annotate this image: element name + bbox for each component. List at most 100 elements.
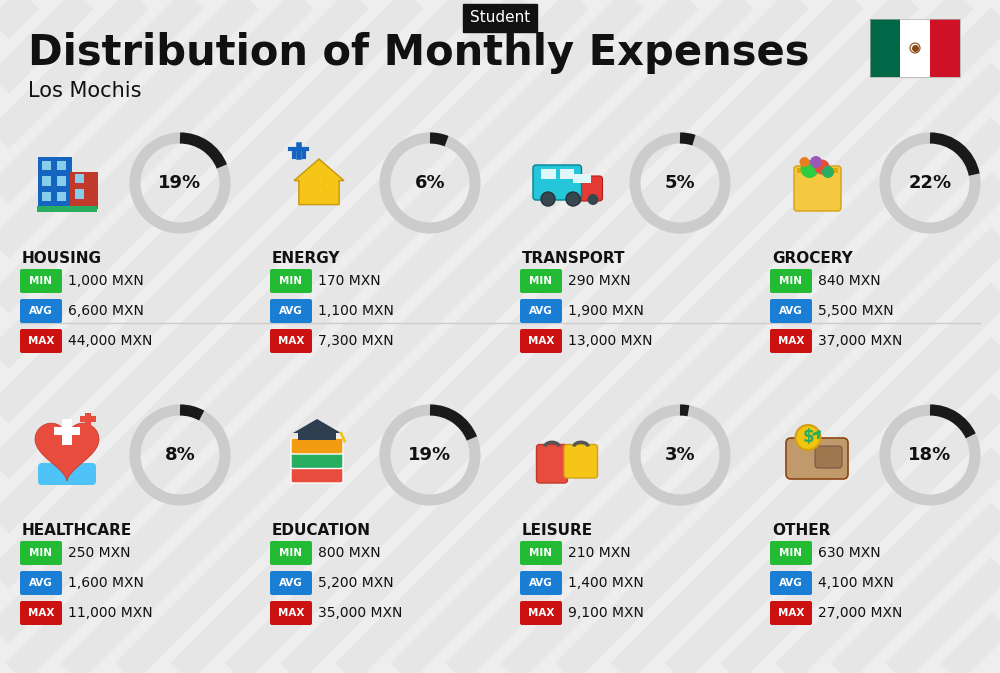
Text: OTHER: OTHER xyxy=(772,523,830,538)
FancyBboxPatch shape xyxy=(770,601,812,625)
FancyBboxPatch shape xyxy=(270,601,312,625)
FancyBboxPatch shape xyxy=(536,444,568,483)
FancyBboxPatch shape xyxy=(20,601,62,625)
FancyBboxPatch shape xyxy=(42,192,51,201)
FancyBboxPatch shape xyxy=(770,329,812,353)
FancyBboxPatch shape xyxy=(42,176,51,186)
Circle shape xyxy=(566,192,580,206)
Text: 8%: 8% xyxy=(165,446,195,464)
Circle shape xyxy=(796,425,820,450)
Text: MAX: MAX xyxy=(278,608,304,618)
Text: GROCERY: GROCERY xyxy=(772,251,853,266)
Text: 1,000 MXN: 1,000 MXN xyxy=(68,274,144,288)
FancyBboxPatch shape xyxy=(270,299,312,323)
Text: 9,100 MXN: 9,100 MXN xyxy=(568,606,644,620)
FancyBboxPatch shape xyxy=(20,329,62,353)
Circle shape xyxy=(570,194,582,205)
Text: MAX: MAX xyxy=(278,336,304,346)
Text: HEALTHCARE: HEALTHCARE xyxy=(22,523,132,538)
FancyBboxPatch shape xyxy=(85,413,91,427)
Text: AVG: AVG xyxy=(279,306,303,316)
Text: LEISURE: LEISURE xyxy=(522,523,593,538)
FancyBboxPatch shape xyxy=(573,174,590,182)
Text: 19%: 19% xyxy=(408,446,452,464)
FancyBboxPatch shape xyxy=(520,329,562,353)
Text: 5%: 5% xyxy=(665,174,695,192)
Text: 5,200 MXN: 5,200 MXN xyxy=(318,576,394,590)
FancyBboxPatch shape xyxy=(62,419,72,445)
Text: 210 MXN: 210 MXN xyxy=(568,546,631,560)
FancyBboxPatch shape xyxy=(900,19,930,77)
Text: 19%: 19% xyxy=(158,174,202,192)
Text: 11,000 MXN: 11,000 MXN xyxy=(68,606,153,620)
FancyBboxPatch shape xyxy=(797,168,838,173)
FancyBboxPatch shape xyxy=(20,299,62,323)
Circle shape xyxy=(800,160,818,178)
Text: MAX: MAX xyxy=(528,608,554,618)
Text: 170 MXN: 170 MXN xyxy=(318,274,381,288)
Text: 3%: 3% xyxy=(665,446,695,464)
Text: MAX: MAX xyxy=(778,608,804,618)
Polygon shape xyxy=(40,470,94,481)
FancyBboxPatch shape xyxy=(566,176,602,201)
Text: MAX: MAX xyxy=(778,336,804,346)
Text: Distribution of Monthly Expenses: Distribution of Monthly Expenses xyxy=(28,32,810,74)
Text: 18%: 18% xyxy=(908,446,952,464)
Text: U: U xyxy=(543,450,561,470)
Text: TRANSPORT: TRANSPORT xyxy=(522,251,626,266)
FancyBboxPatch shape xyxy=(20,541,62,565)
FancyBboxPatch shape xyxy=(770,571,812,595)
Text: Student: Student xyxy=(470,11,530,26)
FancyBboxPatch shape xyxy=(37,207,97,211)
Text: 1,400 MXN: 1,400 MXN xyxy=(568,576,644,590)
Text: 250 MXN: 250 MXN xyxy=(68,546,130,560)
FancyBboxPatch shape xyxy=(38,157,72,209)
Circle shape xyxy=(541,192,555,206)
FancyBboxPatch shape xyxy=(520,541,562,565)
Text: 4,100 MXN: 4,100 MXN xyxy=(818,576,894,590)
Circle shape xyxy=(822,166,834,178)
FancyBboxPatch shape xyxy=(75,174,84,183)
FancyBboxPatch shape xyxy=(75,189,84,199)
Text: MIN: MIN xyxy=(780,548,802,558)
FancyBboxPatch shape xyxy=(54,427,80,435)
Text: AVG: AVG xyxy=(529,306,553,316)
FancyBboxPatch shape xyxy=(794,166,841,211)
FancyBboxPatch shape xyxy=(42,161,51,170)
Text: AVG: AVG xyxy=(29,578,53,588)
Polygon shape xyxy=(294,159,344,205)
Text: MIN: MIN xyxy=(530,276,552,286)
Circle shape xyxy=(814,160,830,174)
Text: AVG: AVG xyxy=(529,578,553,588)
Text: 290 MXN: 290 MXN xyxy=(568,274,631,288)
Text: 1,100 MXN: 1,100 MXN xyxy=(318,304,394,318)
Circle shape xyxy=(800,157,810,167)
FancyBboxPatch shape xyxy=(870,19,900,77)
FancyBboxPatch shape xyxy=(291,438,343,454)
Text: 22%: 22% xyxy=(908,174,952,192)
FancyBboxPatch shape xyxy=(291,452,343,468)
Text: MAX: MAX xyxy=(28,336,54,346)
Text: 6%: 6% xyxy=(415,174,445,192)
FancyBboxPatch shape xyxy=(270,571,312,595)
FancyBboxPatch shape xyxy=(57,192,66,201)
Text: AVG: AVG xyxy=(29,306,53,316)
FancyBboxPatch shape xyxy=(80,416,96,422)
Text: AVG: AVG xyxy=(279,578,303,588)
Text: 6,600 MXN: 6,600 MXN xyxy=(68,304,144,318)
Text: $: $ xyxy=(802,428,814,446)
Text: ENERGY: ENERGY xyxy=(272,251,340,266)
FancyBboxPatch shape xyxy=(541,169,556,179)
FancyBboxPatch shape xyxy=(815,446,842,468)
Text: MAX: MAX xyxy=(528,336,554,346)
Text: Los Mochis: Los Mochis xyxy=(28,81,142,101)
Text: 800 MXN: 800 MXN xyxy=(318,546,381,560)
Polygon shape xyxy=(35,423,99,481)
FancyBboxPatch shape xyxy=(57,176,66,186)
FancyBboxPatch shape xyxy=(270,329,312,353)
Text: MIN: MIN xyxy=(280,276,302,286)
FancyBboxPatch shape xyxy=(770,269,812,293)
FancyBboxPatch shape xyxy=(560,169,574,179)
FancyBboxPatch shape xyxy=(20,269,62,293)
Text: AVG: AVG xyxy=(779,578,803,588)
